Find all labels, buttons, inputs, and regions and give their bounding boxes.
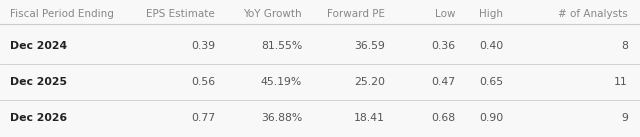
Text: Dec 2026: Dec 2026 [10,113,67,123]
Text: Low: Low [435,9,455,19]
Text: Dec 2024: Dec 2024 [10,41,67,51]
Text: # of Analysts: # of Analysts [558,9,628,19]
Text: 0.68: 0.68 [431,113,455,123]
Text: 9: 9 [621,113,628,123]
Text: High: High [479,9,503,19]
Text: 45.19%: 45.19% [260,77,302,87]
Text: 0.90: 0.90 [479,113,503,123]
Text: 0.47: 0.47 [431,77,455,87]
Text: 0.39: 0.39 [191,41,215,51]
Text: 0.40: 0.40 [479,41,503,51]
Text: Fiscal Period Ending: Fiscal Period Ending [10,9,114,19]
Text: 81.55%: 81.55% [260,41,302,51]
Text: 18.41: 18.41 [354,113,385,123]
Text: Dec 2025: Dec 2025 [10,77,67,87]
Text: 36.59: 36.59 [354,41,385,51]
Text: 0.65: 0.65 [479,77,503,87]
Text: EPS Estimate: EPS Estimate [147,9,215,19]
Text: YoY Growth: YoY Growth [243,9,302,19]
Text: 0.77: 0.77 [191,113,215,123]
Text: 25.20: 25.20 [354,77,385,87]
Text: 11: 11 [614,77,628,87]
Text: 36.88%: 36.88% [260,113,302,123]
Text: 0.56: 0.56 [191,77,215,87]
Text: Forward PE: Forward PE [327,9,385,19]
Text: 0.36: 0.36 [431,41,455,51]
Text: 8: 8 [621,41,628,51]
